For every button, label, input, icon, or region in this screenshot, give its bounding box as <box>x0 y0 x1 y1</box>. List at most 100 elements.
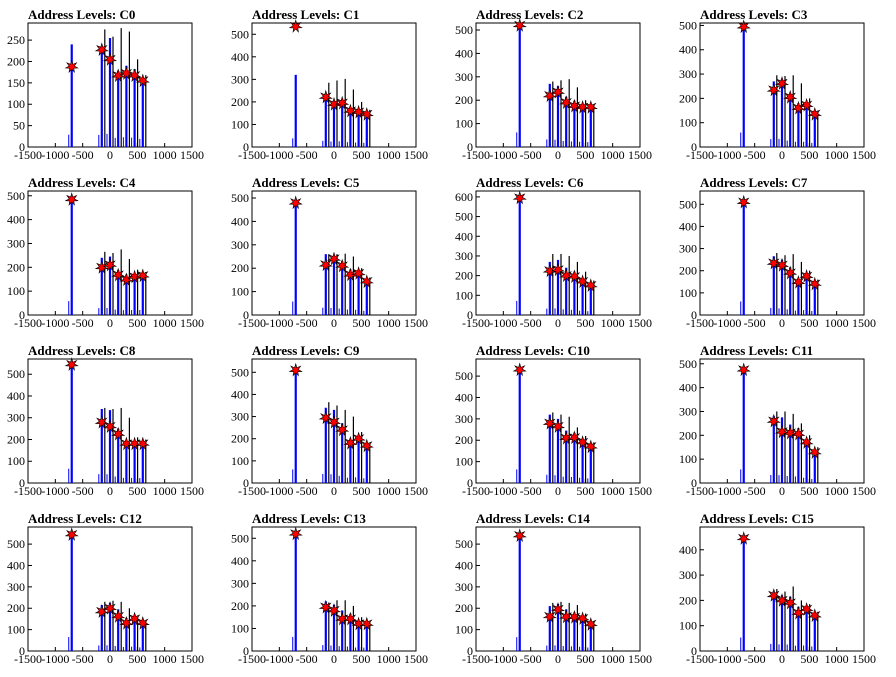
x-tick-label: -500 <box>744 148 766 162</box>
x-tick-label: -1000 <box>489 484 517 498</box>
x-tick-label: 500 <box>128 316 146 330</box>
x-tick-label: -1000 <box>713 652 741 666</box>
x-tick-label: -500 <box>520 148 542 162</box>
panel-title: Address Levels: C12 <box>28 511 142 526</box>
y-tick-label: 300 <box>679 67 697 81</box>
x-tick-label: -500 <box>72 316 94 330</box>
y-tick-label: 0 <box>19 476 25 490</box>
x-tick-label: -1000 <box>41 652 69 666</box>
x-tick-label: 500 <box>800 484 818 498</box>
panel-8: Address Levels: C80100200300400500-1500-… <box>7 343 204 498</box>
y-tick-label: 400 <box>7 558 25 572</box>
star-marker <box>326 96 342 111</box>
y-tick-label: 300 <box>679 568 697 582</box>
x-tick-label: 0 <box>107 652 113 666</box>
star-marker <box>575 435 590 449</box>
x-tick-label: 1500 <box>404 316 428 330</box>
star-marker <box>736 362 751 377</box>
star-marker <box>774 593 790 607</box>
star-marker <box>102 257 118 272</box>
star-marker <box>359 438 374 453</box>
star-marker <box>766 588 781 602</box>
x-tick-label: -1000 <box>41 316 69 330</box>
y-tick-label: 200 <box>231 599 249 613</box>
y-tick-label: 100 <box>231 454 249 468</box>
y-tick-label: 500 <box>679 18 697 32</box>
star-marker <box>567 269 582 284</box>
y-tick-label: 100 <box>231 117 249 131</box>
x-tick-label: 1000 <box>601 484 625 498</box>
x-tick-label: -1500 <box>238 148 266 162</box>
x-tick-label: 0 <box>555 316 561 330</box>
y-tick-label: 400 <box>455 229 473 243</box>
star-marker <box>111 68 126 83</box>
y-tick-label: 250 <box>7 33 25 47</box>
x-tick-label: 500 <box>576 484 594 498</box>
star-marker <box>736 19 751 34</box>
x-tick-label: -500 <box>296 316 318 330</box>
star-marker <box>135 615 150 630</box>
x-tick-label: -1000 <box>713 316 741 330</box>
star-marker <box>318 89 333 104</box>
x-tick-label: -1000 <box>265 148 293 162</box>
panel-title: Address Levels: C6 <box>476 175 584 190</box>
panel-9: Address Levels: C90100200300400500-1500-… <box>231 343 428 498</box>
y-tick-label: 400 <box>455 558 473 572</box>
y-tick-label: 100 <box>231 621 249 635</box>
x-tick-label: 0 <box>107 148 113 162</box>
x-tick-label: -500 <box>72 148 94 162</box>
x-tick-label: 1000 <box>825 652 849 666</box>
panel-3: Address Levels: C30100200300400500-1500-… <box>679 7 876 162</box>
y-tick-label: 400 <box>679 381 697 395</box>
panel-15: Address Levels: C15 0 100 200 300 400 -1500 -10… <box>679 511 876 666</box>
y-tick-label: 100 <box>679 619 697 633</box>
y-tick-label: 200 <box>455 93 473 107</box>
x-tick-label: -1000 <box>489 652 517 666</box>
star-marker <box>799 97 814 112</box>
y-tick-label: 300 <box>679 242 697 256</box>
y-tick-label: 400 <box>231 387 249 401</box>
panel-title: Address Levels: C7 <box>700 175 808 190</box>
y-tick-label: 0 <box>243 140 249 154</box>
y-tick-label: 100 <box>455 623 473 637</box>
x-tick-label: 1000 <box>601 148 625 162</box>
panel-10: Address Levels: C10 0 100 200 300 400 500 -1500… <box>455 343 652 498</box>
star-marker <box>326 251 342 266</box>
x-tick-label: -1500 <box>462 652 490 666</box>
star-marker <box>335 422 350 437</box>
y-tick-label: 500 <box>7 367 25 381</box>
y-tick-label: 500 <box>455 537 473 551</box>
y-tick-label: 200 <box>7 260 25 274</box>
y-tick-label: 200 <box>7 601 25 615</box>
star-marker <box>512 528 527 543</box>
star-marker <box>359 274 374 289</box>
x-tick-label: -500 <box>72 652 94 666</box>
x-tick-label: -1500 <box>238 316 266 330</box>
x-tick-label: 1000 <box>153 484 177 498</box>
star-marker <box>807 276 822 291</box>
y-tick-label: 100 <box>231 285 249 299</box>
star-marker <box>288 19 303 33</box>
star-marker <box>343 103 358 118</box>
x-tick-label: 1500 <box>180 316 204 330</box>
panel-title: Address Levels: C2 <box>476 7 583 22</box>
y-tick-label: 500 <box>231 365 249 379</box>
star-marker <box>774 257 790 272</box>
panel-title: Address Levels: C13 <box>252 511 366 526</box>
star-marker <box>135 268 150 283</box>
x-tick-label: -500 <box>520 652 542 666</box>
x-tick-label: -500 <box>744 316 766 330</box>
y-tick-label: 0 <box>467 476 473 490</box>
panel-4: Address Levels: C40100200300400500-1500-… <box>7 175 204 330</box>
panel-7: Address Levels: C70100200300400500-1500-… <box>679 175 876 330</box>
y-tick-label: 500 <box>679 357 697 371</box>
panel-title: Address Levels: C14 <box>476 511 590 526</box>
panel-title: Address Levels: C0 <box>28 7 135 22</box>
star-marker <box>94 414 109 429</box>
panel-title: Address Levels: C3 <box>700 7 808 22</box>
panel-title: Address Levels: C4 <box>28 175 136 190</box>
y-tick-label: 50 <box>13 119 25 133</box>
y-tick-label: 0 <box>467 644 473 658</box>
x-tick-label: 1000 <box>825 484 849 498</box>
